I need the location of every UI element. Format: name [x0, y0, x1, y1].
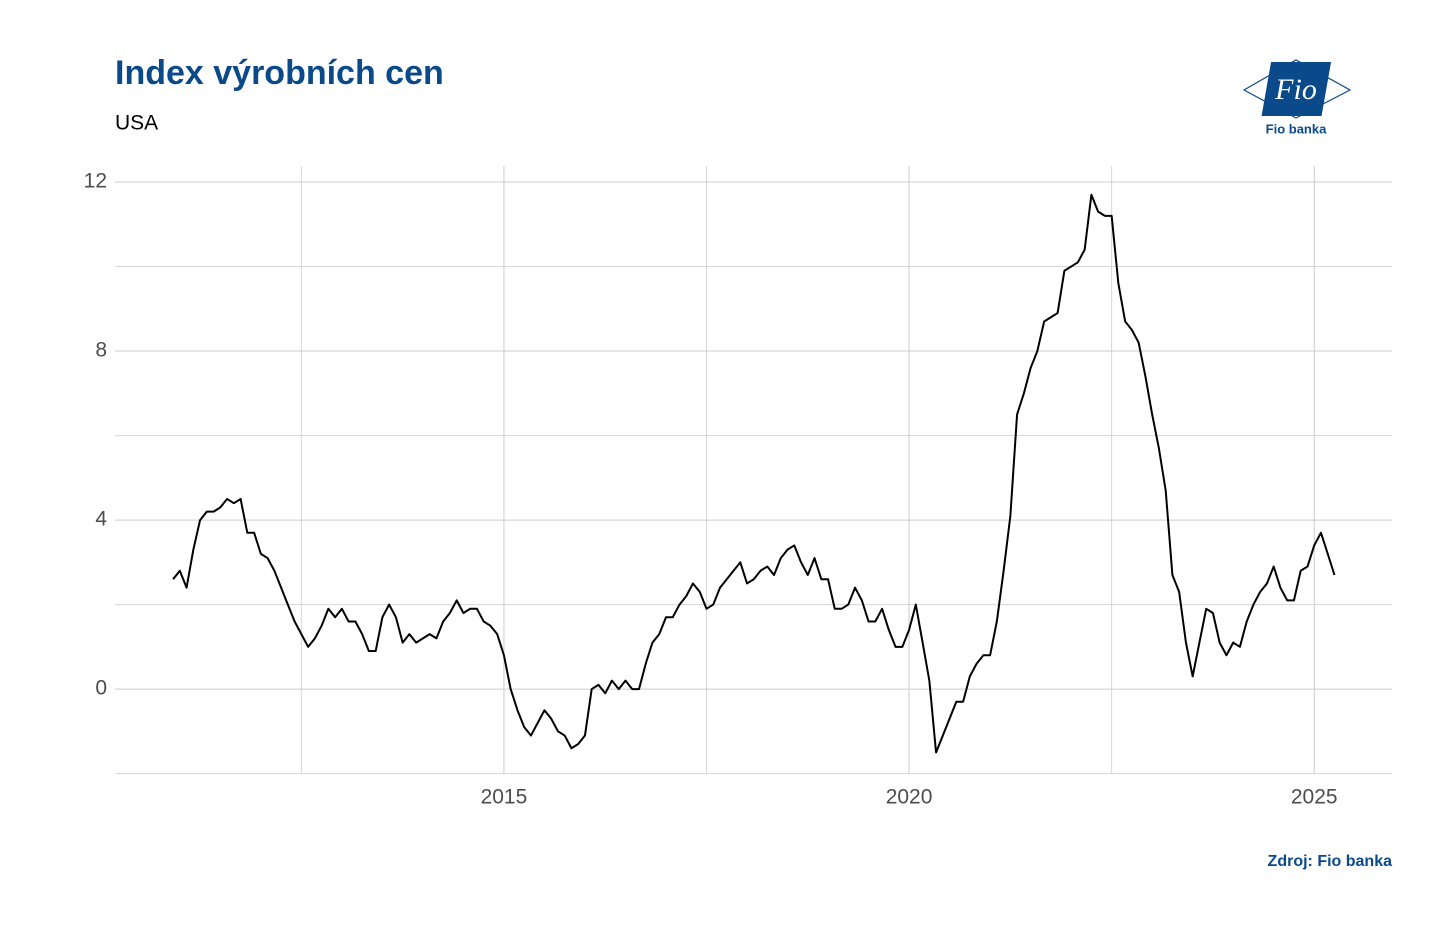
y-tick-label: 12 [84, 170, 107, 193]
y-tick-label: 8 [95, 339, 107, 362]
logo: Fio Fio banka [1242, 59, 1352, 136]
x-tick-label: 2020 [886, 786, 933, 809]
y-tick-label: 0 [95, 677, 107, 700]
logo-text: Fio [1274, 73, 1317, 106]
x-tick-label: 2015 [481, 786, 528, 809]
x-tick-label: 2025 [1291, 786, 1338, 809]
chart-subtitle: USA [115, 112, 158, 135]
logo-box [1261, 62, 1332, 116]
source: Zdroj: Fio banka [1268, 853, 1393, 870]
y-tick-label: 4 [95, 508, 107, 531]
chart-title: Index výrobních cen [115, 54, 444, 92]
logo-caption: Fio banka [1266, 121, 1327, 136]
data-line [172, 193, 1336, 754]
